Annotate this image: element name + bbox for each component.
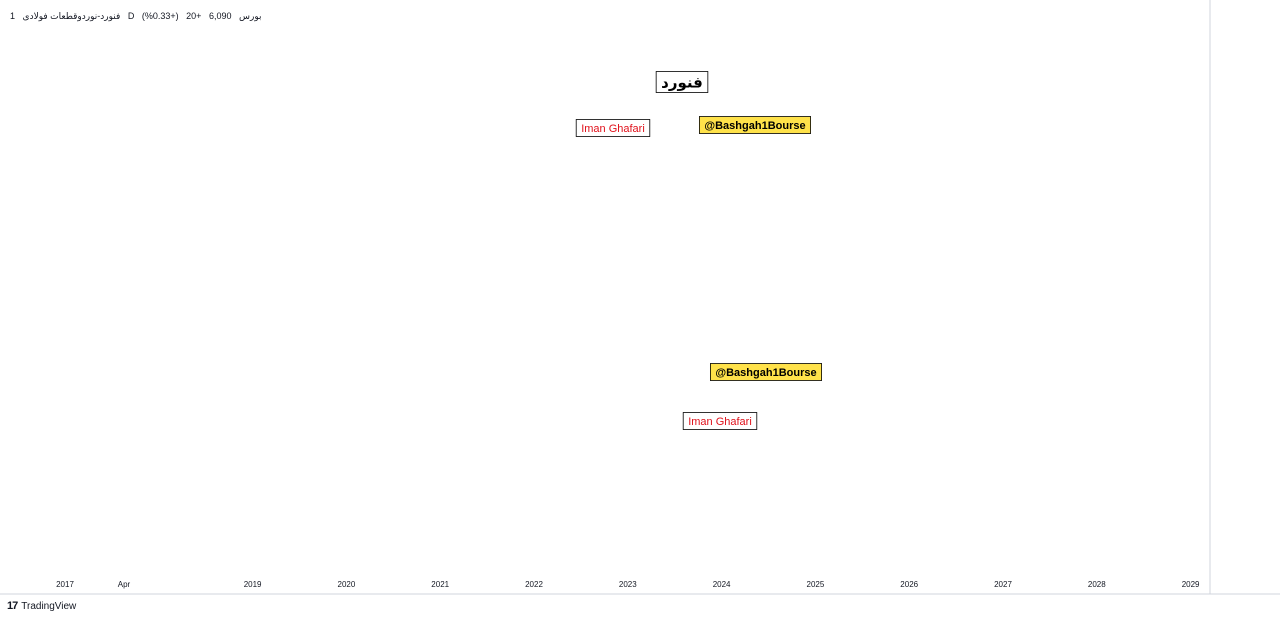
x-tick-label: 2020 xyxy=(338,580,356,589)
x-tick-label: 2021 xyxy=(431,580,449,589)
x-tick-label: 2019 xyxy=(244,580,262,589)
tradingview-logo-icon: 17 xyxy=(7,600,18,612)
watermark-name-2-text: Iman Ghafari xyxy=(688,416,752,428)
last-price: 6,090 xyxy=(208,11,232,21)
title-box xyxy=(655,71,709,93)
x-tick-label: 2023 xyxy=(619,580,637,589)
exchange-name: بورس xyxy=(238,11,262,21)
x-tick-label: 2025 xyxy=(807,580,825,589)
watermark-handle-2-box xyxy=(709,363,823,381)
x-tick-label: 2017 xyxy=(56,580,74,589)
price-change: +20 xyxy=(186,11,202,21)
watermark-name-2-box xyxy=(682,412,758,430)
watermark-handle-1-text: @Bashgah1Bourse xyxy=(704,120,805,132)
x-tick-label: 2027 xyxy=(994,580,1012,589)
x-tick-label: 2029 xyxy=(1182,580,1200,589)
watermark-name-1-box xyxy=(575,119,651,137)
x-tick-label: 2026 xyxy=(900,580,918,589)
exchange-code: D xyxy=(127,11,135,21)
tradingview-logo-text: TradingView xyxy=(21,600,77,612)
x-tick-label: Apr xyxy=(118,580,131,589)
chart-header: 1 فنورد-نوردوقطعات فولادی D بورس 6,090 +… xyxy=(10,11,266,22)
symbol-interval: 1 xyxy=(10,11,16,21)
title-text: فنورد xyxy=(661,74,703,91)
x-tick-label: 2024 xyxy=(713,580,731,589)
watermark-name-1-text: Iman Ghafari xyxy=(581,123,645,135)
symbol-name[interactable]: فنورد-نوردوقطعات فولادی xyxy=(22,11,121,21)
price-change-pct: (+0.33%) xyxy=(141,11,179,21)
tradingview-logo[interactable]: 17 TradingView xyxy=(7,600,76,612)
x-tick-label: 2028 xyxy=(1088,580,1106,589)
watermark-handle-1-box xyxy=(698,116,812,134)
watermark-handle-2-text: @Bashgah1Bourse xyxy=(715,367,816,379)
x-tick-label: 2022 xyxy=(525,580,543,589)
